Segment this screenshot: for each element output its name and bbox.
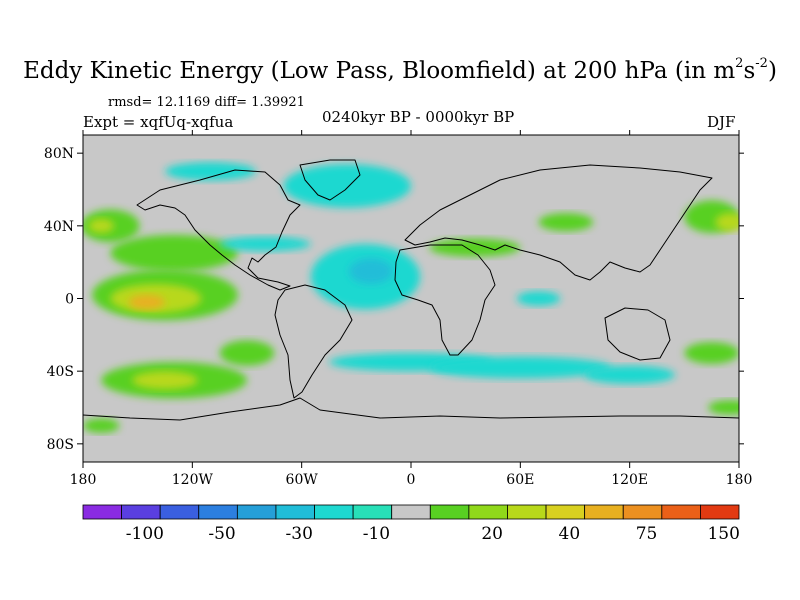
coast-australia <box>604 307 671 361</box>
title-sup-1: 2 <box>735 56 744 71</box>
x-tick-label: 180 <box>726 472 753 488</box>
colorbar-swatch <box>121 504 161 520</box>
x-tick-label: 60W <box>286 472 319 488</box>
field-atlantic-negative-core <box>349 258 393 284</box>
colorbar-label: 150 <box>707 524 739 544</box>
colorbar-swatch <box>468 504 508 520</box>
x-tick-label: 60E <box>506 472 534 488</box>
y-tick-label: 80N <box>44 146 74 162</box>
x-tick-label: 0 <box>407 472 416 488</box>
coast-antarctica <box>83 397 739 421</box>
field-south-indian-east <box>584 365 676 384</box>
period-label: 0240kyr BP - 0000kyr BP <box>322 108 515 126</box>
title-mid: s <box>743 58 756 84</box>
field-layer <box>83 162 739 433</box>
expt-label: Expt = xqfUq-xqfua <box>83 113 234 131</box>
rmsd-label: rmsd= 12.1169 diff= 1.39921 <box>108 95 305 110</box>
field-southwest-pacific-positive <box>684 342 739 364</box>
coast-north-america <box>136 169 301 291</box>
y-axis: 80N 40N 0 40S 80S <box>44 146 744 453</box>
colorbar-swatch <box>198 504 238 520</box>
colorbar-label: 20 <box>481 524 503 544</box>
colorbar-swatch <box>700 504 740 520</box>
field-north-atlantic-negative <box>283 164 411 208</box>
colorbar-swatch <box>545 504 586 520</box>
title-close: ) <box>767 58 777 84</box>
colorbar-label: -50 <box>208 524 235 544</box>
season-label: DJF <box>707 113 736 131</box>
x-tick-label: 180 <box>70 472 97 488</box>
field-north-pacific-positive-core <box>88 218 114 234</box>
colorbar-label: -10 <box>363 524 390 544</box>
field-tropical-atlantic-negative <box>219 236 311 252</box>
field-northwest-pacific-core <box>715 213 739 232</box>
colorbar-swatch <box>275 504 315 520</box>
y-tick-label: 80S <box>47 437 74 453</box>
chart-title: Eddy Kinetic Energy (Low Pass, Bloomfiel… <box>0 56 800 84</box>
coastlines <box>83 159 739 421</box>
colorbar-swatch <box>314 504 354 520</box>
colorbar-swatch <box>429 504 470 520</box>
colorbar: -100 -50 -30 -10 20 40 75 150 <box>82 504 740 544</box>
field-south-indian-negative <box>429 356 612 379</box>
colorbar-swatch <box>661 504 701 520</box>
field-east-pacific-band <box>110 234 238 272</box>
coast-greenland <box>299 159 361 201</box>
colorbar-swatch <box>584 504 624 520</box>
field-mediterranean-positive <box>429 238 521 257</box>
y-tick-label: 0 <box>65 292 74 308</box>
field-tropical-pacific-core <box>128 294 165 310</box>
coast-europe-asia <box>404 164 713 281</box>
field-india-negative <box>516 291 561 306</box>
colorbar-label: -30 <box>286 524 313 544</box>
x-axis: 180 120W 60W 0 60E 120E 180 <box>70 130 753 488</box>
title-main: Eddy Kinetic Energy (Low Pass, Bloomfiel… <box>23 58 736 84</box>
coast-africa <box>394 244 496 356</box>
coast-south-america <box>274 284 353 399</box>
colorbar-swatch <box>391 504 431 520</box>
colorbar-swatch <box>159 504 200 520</box>
colorbar-label: -100 <box>126 524 164 544</box>
colorbar-label: 40 <box>559 524 581 544</box>
colorbar-swatch <box>352 504 393 520</box>
colorbar-swatch <box>507 504 547 520</box>
field-south-pacific-east <box>219 340 275 366</box>
field-high-south-positive <box>83 418 120 433</box>
x-tick-label: 120E <box>611 472 648 488</box>
colorbar-swatch <box>82 504 122 520</box>
y-tick-label: 40S <box>47 364 74 380</box>
title-sup-2: -2 <box>755 56 768 71</box>
y-tick-label: 40N <box>44 219 74 235</box>
x-tick-label: 120W <box>172 472 214 488</box>
colorbar-swatch <box>622 504 663 520</box>
colorbar-swatch <box>236 504 277 520</box>
colorbar-label: 75 <box>636 524 658 544</box>
field-high-south-east <box>708 400 739 415</box>
field-central-asia-positive <box>538 213 594 232</box>
field-south-pacific-strong <box>132 371 198 390</box>
field-arctic-negative <box>165 162 257 181</box>
